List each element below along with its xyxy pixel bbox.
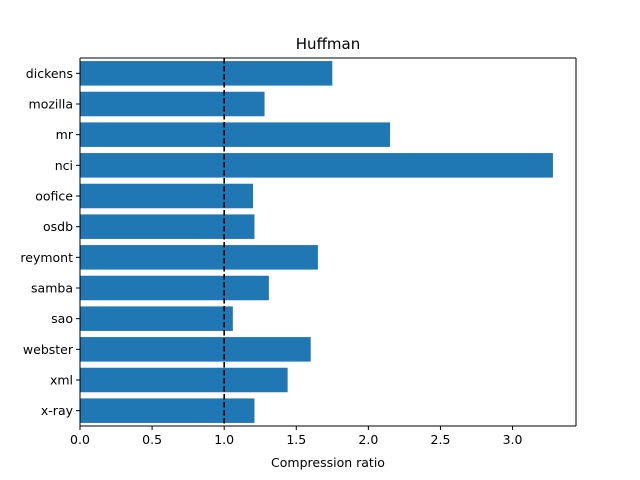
x-tick-label: 0.0 <box>70 432 90 447</box>
bar-osdb <box>80 214 255 239</box>
y-tick-label: webster <box>23 342 74 357</box>
chart-title: Huffman <box>296 35 360 53</box>
y-tick-label: xml <box>50 373 73 388</box>
x-tick-label: 1.0 <box>214 432 234 447</box>
bar-oofice <box>80 183 254 209</box>
bar-xml <box>80 367 288 393</box>
x-tick-label: 2.5 <box>431 432 451 447</box>
x-axis-ticks: 0.0 0.5 1.0 1.5 2.0 2.5 3.0 <box>70 426 523 447</box>
y-tick-label: mozilla <box>29 97 73 112</box>
bar-nci <box>80 153 553 178</box>
bar-samba <box>80 275 269 301</box>
y-tick-label: dickens <box>26 66 73 81</box>
y-tick-label: sao <box>51 311 73 326</box>
y-tick-label: mr <box>56 127 74 142</box>
bar-mozilla <box>80 91 265 117</box>
y-axis-ticks: dickens mozilla mr nci oofice osdb reymont samb… <box>20 66 80 418</box>
y-tick-label: samba <box>31 281 73 296</box>
x-tick-label: 2.0 <box>358 432 378 447</box>
bar-mr <box>80 122 390 147</box>
y-tick-label: oofice <box>35 189 73 204</box>
x-axis-title: Compression ratio <box>271 455 385 470</box>
bar-webster <box>80 337 311 362</box>
y-tick-label: x-ray <box>41 403 74 418</box>
bar-x-ray <box>80 398 255 423</box>
axes-frame <box>79 57 577 427</box>
y-tick-label: nci <box>55 158 73 173</box>
bar-dickens <box>80 61 333 86</box>
x-tick-label: 1.5 <box>286 432 306 447</box>
bar-reymont <box>80 245 318 270</box>
y-tick-label: reymont <box>20 250 73 265</box>
y-tick-label: osdb <box>43 219 73 234</box>
x-tick-label: 3.0 <box>503 432 523 447</box>
x-tick-label: 0.5 <box>142 432 162 447</box>
bars-group <box>80 61 553 423</box>
bar-sao <box>80 306 233 331</box>
